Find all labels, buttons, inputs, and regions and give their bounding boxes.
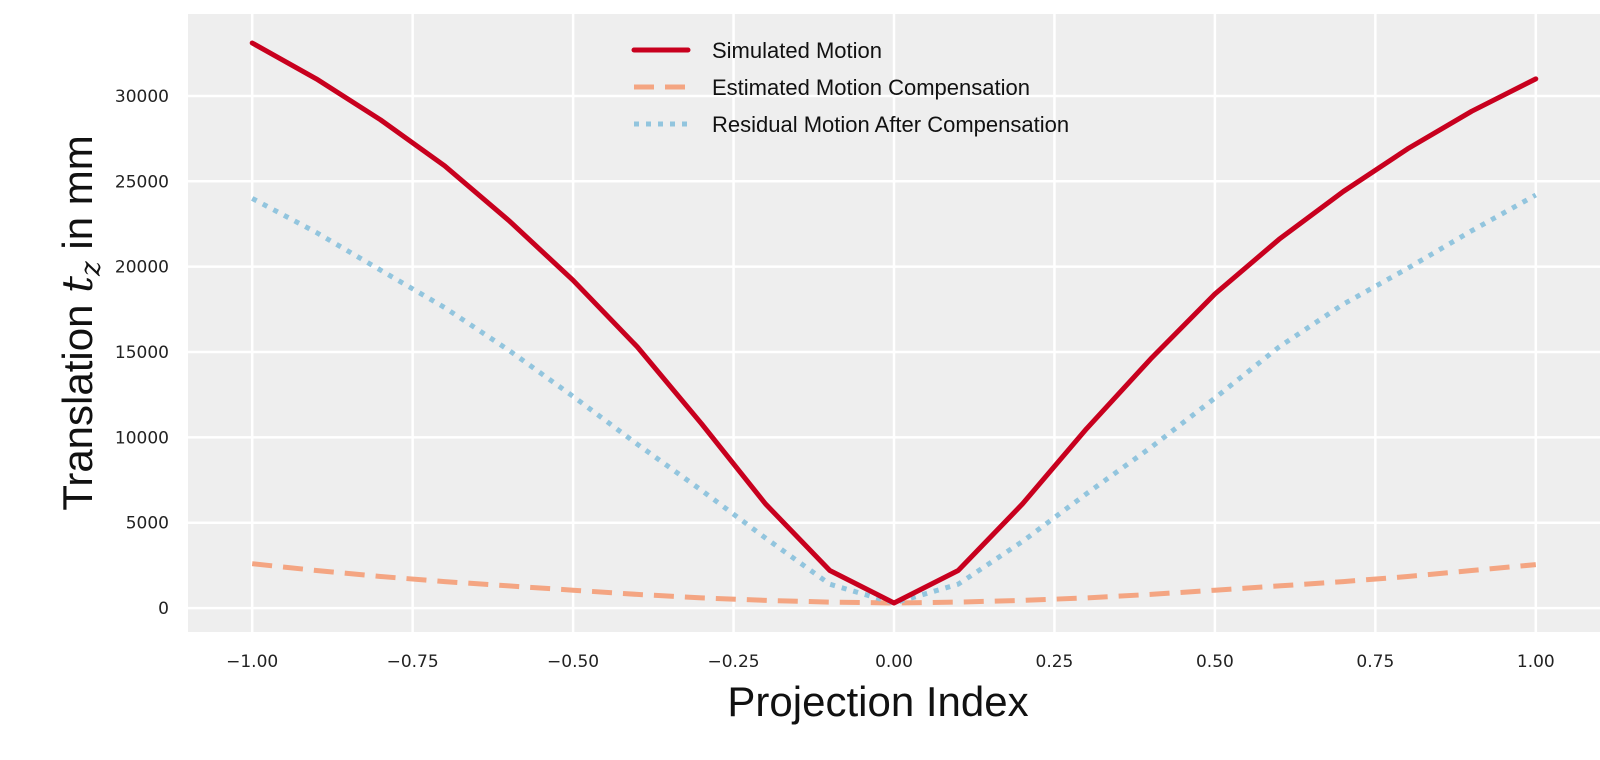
legend: Simulated Motion Estimated Motion Compens… [631,38,1069,137]
y-tick-label: 30000 [115,87,169,107]
y-tick-label: 5000 [126,514,169,534]
y-axis-title-subscript: z [74,261,107,277]
y-tick-label: 20000 [115,258,169,278]
y-axis-title-suffix: in mm [54,135,101,261]
y-tick-label: 10000 [115,428,169,448]
x-tick-label: 0.00 [875,652,913,672]
y-axis-ticks: 0 5000 10000 15000 20000 25000 30000 [115,87,169,619]
legend-label: Estimated Motion Compensation [712,75,1030,100]
legend-label: Simulated Motion [712,38,882,63]
y-axis-title-symbol: t [53,276,102,293]
series-line-1 [251,561,1537,606]
y-tick-label: 25000 [115,172,169,192]
series-layer [249,40,1539,606]
legend-label: Residual Motion After Compensation [712,112,1069,137]
x-tick-label: −1.00 [226,652,278,672]
series-line-0 [249,40,1539,606]
y-tick-label: 15000 [115,343,169,363]
x-tick-label: −0.25 [707,652,759,672]
y-tick-label: 0 [158,599,169,619]
x-tick-label: −0.50 [547,652,599,672]
x-axis-ticks: −1.00 −0.75 −0.50 −0.25 0.00 0.25 0.50 0.75 1.00 [226,652,1555,672]
x-tick-label: 0.25 [1036,652,1074,672]
y-axis-title-prefix: Translation [54,293,101,511]
y-axis-title: Translation tz in mm [53,135,107,511]
x-tick-label: 0.75 [1356,652,1394,672]
x-tick-label: −0.75 [387,652,439,672]
x-axis-title: Projection Index [727,678,1028,725]
grid-lines [188,14,1600,632]
x-tick-label: 1.00 [1517,652,1555,672]
x-tick-label: 0.50 [1196,652,1234,672]
